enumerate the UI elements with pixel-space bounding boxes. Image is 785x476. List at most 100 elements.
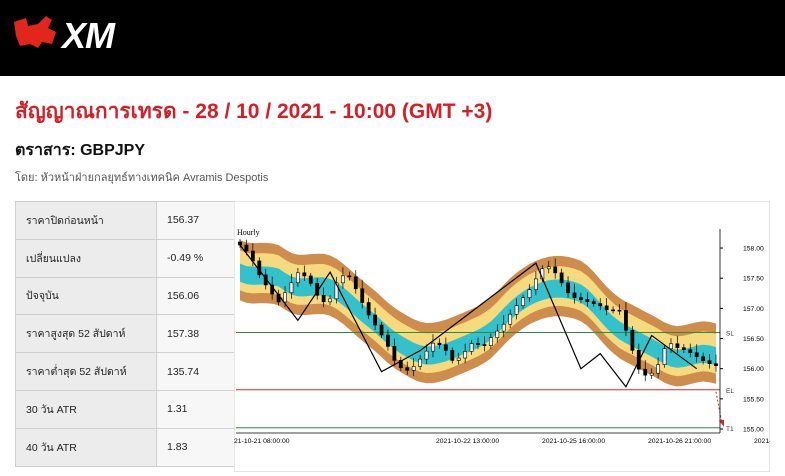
y-tick-label: 158.00	[743, 246, 764, 253]
target-arrow-line	[715, 391, 723, 424]
x-tick-label: 2021-10-22 13:00:00	[436, 438, 499, 445]
stat-label: ราคาปิดก่อนหน้า	[15, 201, 157, 240]
x-tick-label: 2021-10-28 02:00:00	[754, 438, 770, 445]
candle-body	[392, 346, 397, 361]
candle-body	[328, 298, 332, 303]
candle-body	[341, 275, 345, 284]
stats-table: ราคาปิดก่อนหน้า 156.37 เปลี่ยนแปลง -0.49 % ป…	[15, 201, 235, 467]
candle-body	[572, 292, 577, 298]
x-tick-label: 21-10-21 08:00:00	[234, 438, 290, 445]
candle-body	[456, 357, 461, 361]
stats-row: ราคาปิดก่อนหน้า 156.37	[15, 201, 235, 240]
stat-label: เปลี่ยนแปลง	[15, 238, 157, 278]
stat-label: ราคาสูงสุด 52 สัปดาห์	[15, 314, 157, 354]
candle-body	[302, 272, 307, 277]
x-tick-label: 2021-10-25 16:00:00	[542, 438, 605, 445]
level-label-t1: T1	[726, 426, 734, 433]
stat-value: 1.83	[156, 427, 235, 467]
candle-body	[533, 278, 538, 290]
zigzag-line	[239, 244, 698, 388]
candle-body	[585, 299, 590, 302]
candle-body	[707, 360, 712, 364]
candle-body	[431, 342, 435, 352]
candle-body	[476, 343, 480, 345]
y-tick-label: 156.00	[743, 366, 764, 373]
candle-body	[418, 358, 423, 367]
candle-body	[604, 305, 609, 311]
candle-body	[283, 292, 287, 303]
candle-body	[353, 276, 358, 290]
candle-body	[559, 272, 564, 284]
candle-body	[379, 324, 384, 336]
stats-row: ปัจจุบัน 156.06	[15, 276, 235, 316]
candle-body	[244, 244, 249, 252]
candle-body	[694, 352, 699, 358]
candle-body	[501, 323, 506, 332]
candle-body	[488, 337, 493, 346]
candle-body	[405, 367, 410, 371]
candle-body	[366, 302, 371, 316]
x-tick-label: 2021-10-26 21:00:00	[648, 438, 711, 445]
stats-row: เปลี่ยนแปลง -0.49 %	[15, 238, 235, 278]
candle-body	[347, 275, 352, 278]
price-chart: SL EL T1 158.00 157.50 157.00 156.50 156.00 155…	[234, 201, 770, 472]
candle-body	[688, 349, 693, 354]
candle-body	[521, 297, 525, 306]
candle-body	[611, 309, 615, 312]
stats-row: 30 วัน ATR 1.31	[15, 389, 235, 429]
candle-body	[701, 356, 706, 361]
stat-label: ปัจจุบัน	[15, 276, 157, 316]
candle-body	[469, 343, 474, 352]
y-tick-label: 155.50	[743, 396, 764, 403]
chart-title: Hourly	[237, 228, 260, 237]
candle-body	[579, 297, 583, 300]
candle-body	[624, 310, 628, 331]
candle-body	[360, 288, 365, 303]
candle-body	[450, 350, 455, 361]
y-tick-label: 155.00	[743, 427, 764, 434]
candle-body	[649, 372, 654, 376]
candle-body	[662, 348, 667, 365]
candle-body	[546, 266, 551, 270]
candle-body	[591, 301, 596, 304]
stat-label: 40 วัน ATR	[15, 427, 157, 467]
candle-body	[321, 295, 326, 303]
candle-body	[482, 344, 487, 346]
band-outer	[240, 240, 716, 387]
candle-body	[714, 363, 718, 366]
stat-label: ราคาต่ำสุด 52 สัปดาห์	[15, 352, 157, 391]
candle-body	[398, 360, 403, 368]
candle-body	[424, 350, 429, 360]
y-tick-label: 157.50	[743, 276, 764, 283]
candle-body	[598, 303, 603, 307]
candle-body	[373, 314, 377, 326]
candle-body	[553, 266, 558, 274]
candle-body	[295, 272, 300, 284]
candle-body	[463, 351, 468, 359]
candle-body	[495, 330, 500, 338]
signal-headline: สัญญาณการเทรด - 28 / 10 / 2021 - 10:00 (…	[15, 100, 493, 123]
logo-text: XM	[62, 15, 115, 56]
candle-body	[675, 343, 680, 348]
y-tick-label: 157.00	[743, 306, 764, 313]
xm-logo[interactable]: XM	[12, 14, 134, 56]
bull-icon	[14, 16, 56, 48]
level-label-sl: SL	[726, 330, 734, 337]
stat-value: 1.31	[156, 389, 235, 429]
candle-body	[636, 350, 641, 370]
candle-body	[386, 334, 390, 347]
candle-body	[630, 330, 635, 351]
candle-body	[443, 344, 448, 351]
candle-body	[508, 313, 513, 325]
candle-body	[617, 309, 622, 312]
stat-value: 135.74	[156, 352, 235, 391]
stat-value: 157.38	[156, 314, 235, 354]
top-bar: XM	[0, 0, 785, 76]
instrument-title: ตราสาร: GBPJPY	[15, 142, 145, 159]
candle-body	[514, 305, 519, 315]
stat-value: 156.37	[156, 201, 235, 240]
stat-value: -0.49 %	[156, 238, 235, 278]
stat-value: 156.06	[156, 276, 235, 316]
candle-body	[656, 364, 661, 374]
candle-body	[289, 282, 294, 294]
